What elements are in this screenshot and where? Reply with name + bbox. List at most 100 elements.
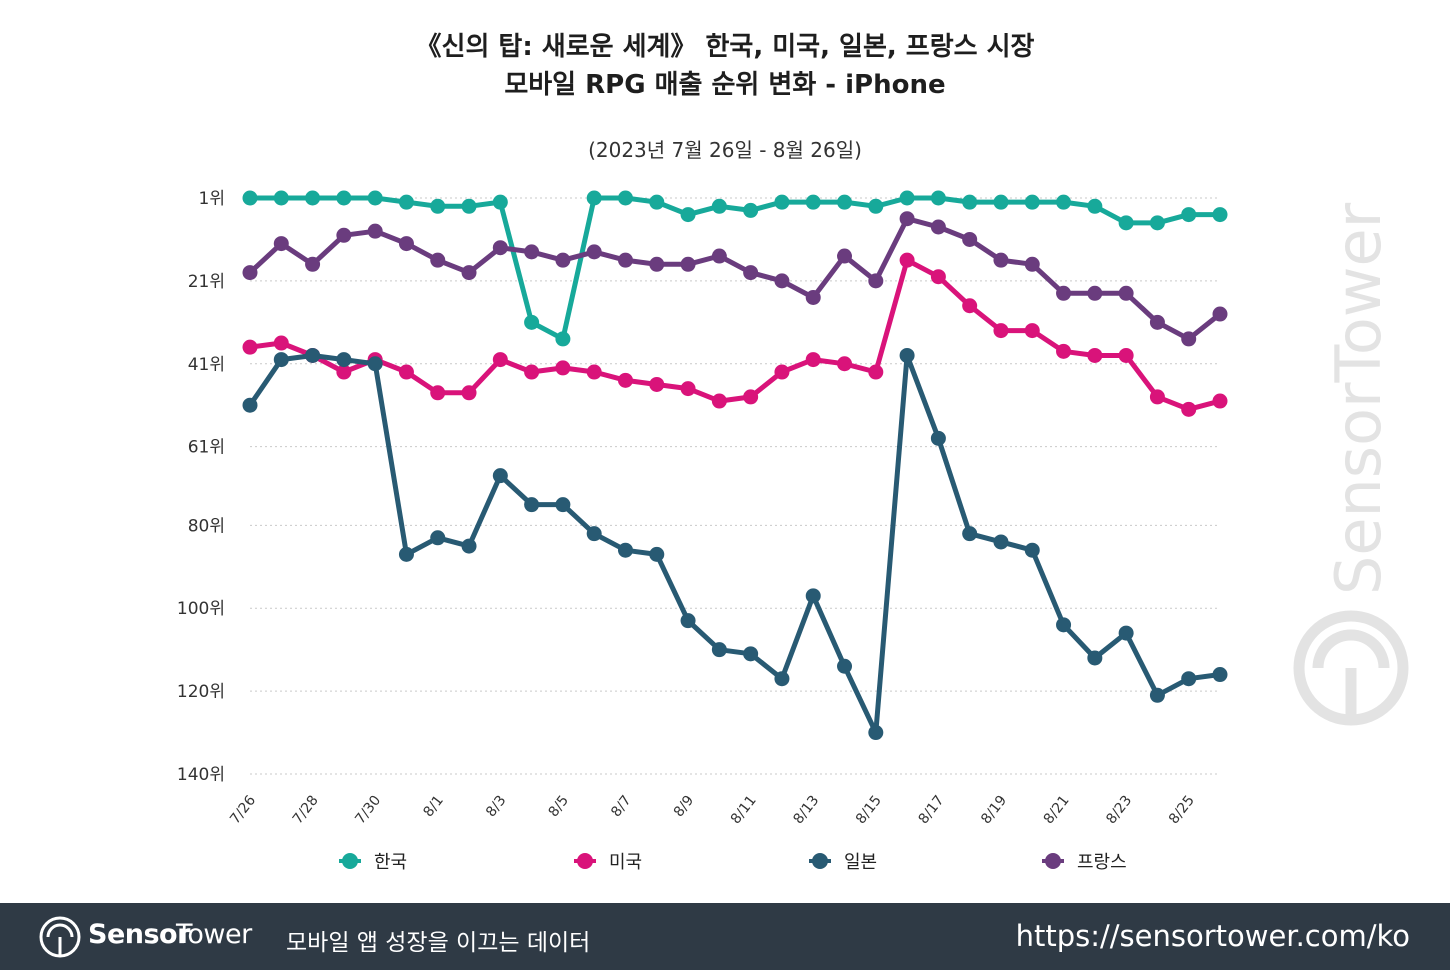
data-point (962, 526, 978, 542)
data-point (774, 194, 790, 210)
data-point (242, 397, 258, 413)
data-point (1212, 667, 1228, 683)
data-point (649, 376, 665, 392)
data-point (555, 331, 571, 347)
data-point (273, 190, 289, 206)
data-point (461, 198, 477, 214)
data-point (336, 364, 352, 380)
data-point (1024, 194, 1040, 210)
series-line (247, 353, 1223, 736)
data-point (743, 202, 759, 218)
chart-legend: 한국 미국 일본 프랑스 (339, 852, 1127, 873)
data-point (993, 534, 1009, 550)
data-point (1024, 542, 1040, 558)
series-line (247, 195, 1223, 342)
data-point (305, 347, 321, 363)
data-point (398, 194, 414, 210)
data-point (430, 530, 446, 546)
data-point (1118, 625, 1134, 641)
data-point (461, 385, 477, 401)
footer-bar: Sensor Tower 모바일 앱 성장을 이끄는 데이터 https://s… (0, 903, 1450, 970)
data-point (524, 497, 540, 513)
x-tick-label: 8/19 (978, 793, 1010, 828)
legend-swatch-dot (812, 853, 828, 869)
legend-label: 프랑스 (1077, 852, 1127, 873)
data-point (305, 190, 321, 206)
legend-item: 한국 (339, 852, 407, 873)
footer-url-link[interactable]: https://sensortower.com/ko (1015, 919, 1410, 953)
y-tick-label: 1위 (199, 189, 225, 209)
data-point (1024, 323, 1040, 339)
data-point (805, 289, 821, 305)
y-tick-label: 41위 (188, 355, 225, 375)
y-tick-label: 61위 (188, 438, 225, 458)
data-point (868, 364, 884, 380)
data-point (524, 314, 540, 330)
legend-item: 일본 (809, 852, 877, 873)
data-point (586, 526, 602, 542)
data-point (461, 538, 477, 554)
data-point (774, 273, 790, 289)
data-point (711, 642, 727, 658)
legend-label: 미국 (609, 852, 642, 873)
data-point (617, 542, 633, 558)
data-point (555, 497, 571, 513)
data-point (398, 236, 414, 252)
series-line (247, 257, 1223, 412)
data-point (1056, 285, 1072, 301)
data-point (868, 725, 884, 741)
data-point (367, 356, 383, 372)
data-point (430, 385, 446, 401)
legend-swatch-dot (577, 853, 593, 869)
data-point (1087, 650, 1103, 666)
data-point (273, 335, 289, 351)
data-point (1149, 314, 1165, 330)
data-point (586, 364, 602, 380)
data-point (398, 546, 414, 562)
data-point (930, 269, 946, 285)
data-point (273, 352, 289, 368)
x-tick-label: 8/11 (728, 793, 760, 828)
data-point (993, 323, 1009, 339)
data-point (242, 265, 258, 281)
data-point (743, 265, 759, 281)
y-tick-label: 100위 (177, 599, 225, 619)
data-point (680, 207, 696, 223)
x-tick-label: 8/7 (608, 793, 634, 821)
x-tick-label: 8/9 (671, 793, 697, 821)
data-point (649, 194, 665, 210)
x-tick-label: 8/1 (420, 793, 446, 821)
x-tick-label: 7/26 (227, 793, 259, 828)
x-tick-label: 8/25 (1166, 793, 1198, 828)
data-point (1149, 215, 1165, 231)
series-2 (242, 252, 1228, 417)
data-point (1087, 347, 1103, 363)
data-point (680, 256, 696, 272)
y-tick-label: 80위 (188, 516, 225, 536)
data-point (1056, 617, 1072, 633)
sensortower-logo-icon (39, 916, 81, 958)
x-tick-label: 8/3 (483, 793, 509, 821)
y-axis: 1위 21위 41위 61위 80위 100위 120위 140위 (177, 189, 225, 785)
data-point (367, 223, 383, 239)
data-point (930, 190, 946, 206)
data-point (398, 364, 414, 380)
data-point (649, 546, 665, 562)
x-tick-label: 8/17 (916, 793, 948, 828)
y-tick-label: 120위 (177, 682, 225, 702)
data-point (899, 211, 915, 227)
data-point (336, 352, 352, 368)
data-point (837, 194, 853, 210)
data-point (649, 256, 665, 272)
data-point (1056, 343, 1072, 359)
data-point (680, 613, 696, 629)
data-point (1149, 389, 1165, 405)
data-point (805, 588, 821, 604)
series-4 (242, 211, 1228, 347)
data-point (586, 190, 602, 206)
y-tick-label: 140위 (177, 765, 225, 785)
data-point (837, 658, 853, 674)
x-tick-label: 8/23 (1103, 793, 1135, 828)
data-point (868, 273, 884, 289)
data-point (930, 430, 946, 446)
